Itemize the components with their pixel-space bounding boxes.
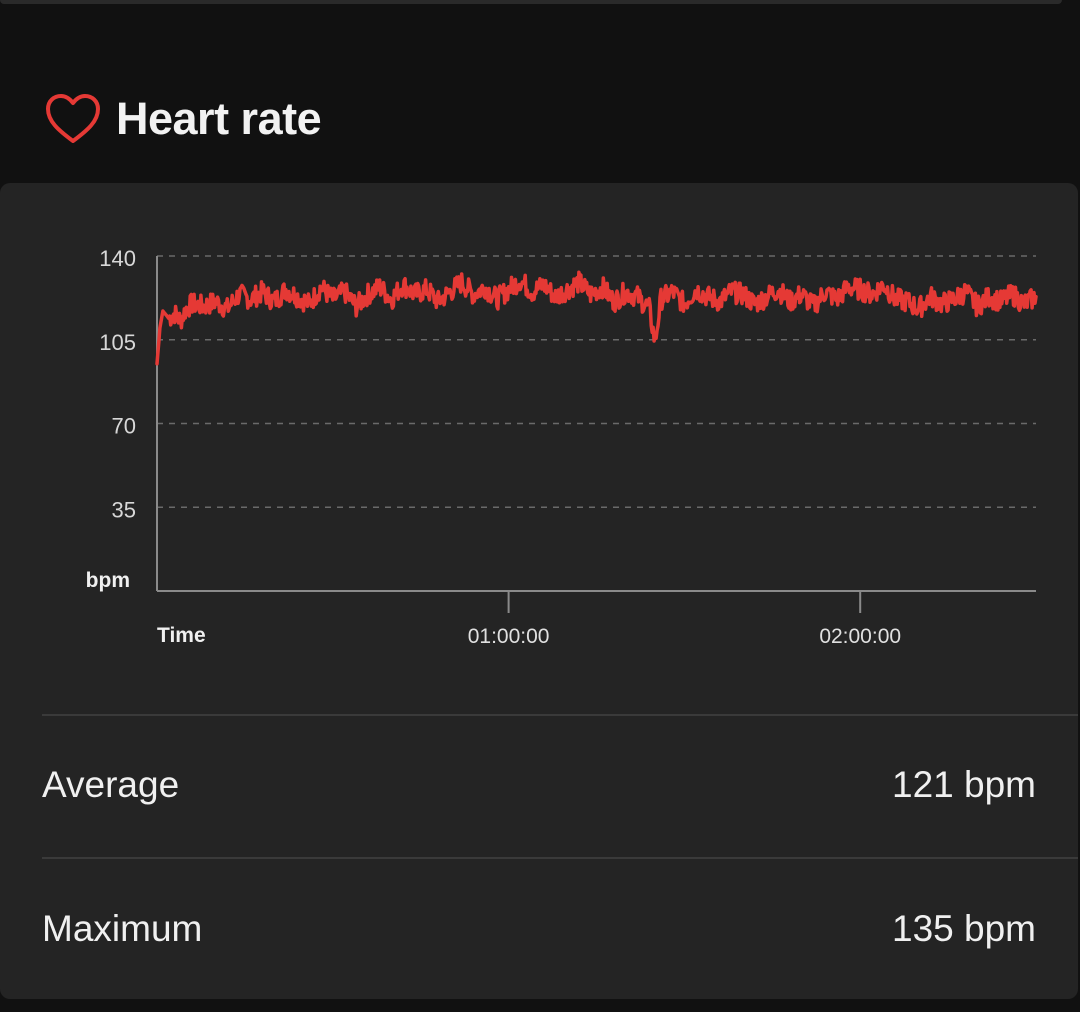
stats-divider [42, 857, 1078, 859]
x-tick-label: 02:00:00 [819, 625, 901, 648]
heart-rate-card: 140 105 70 35 bpm Time 01:00:00 02:00:00 Averag… [0, 183, 1078, 999]
stat-row-maximum: Maximum 135 bpm [42, 899, 1036, 959]
section-header: Heart rate [44, 90, 322, 148]
stat-row-average: Average 121 bpm [42, 755, 1036, 815]
y-tick-label: 140 [99, 246, 136, 271]
heart-outline-icon [46, 94, 100, 143]
stat-value-maximum: 135 bpm [892, 908, 1036, 949]
y-tick-label: 105 [99, 330, 136, 355]
previous-card-edge [0, 0, 1062, 4]
section-title: Heart rate [116, 93, 322, 144]
stats-divider [42, 714, 1078, 716]
stat-label-average: Average [42, 764, 180, 805]
heart-rate-chart[interactable]: 140 105 70 35 bpm Time 01:00:00 02:00:00 [0, 183, 1078, 863]
stat-label-maximum: Maximum [42, 908, 203, 949]
y-axis-label: bpm [86, 569, 130, 592]
y-tick-label: 70 [112, 414, 136, 439]
chart-canvas: 140 105 70 35 bpm Time 01:00:00 02:00:00 [86, 246, 1038, 648]
stat-value-average: 121 bpm [892, 764, 1036, 805]
x-tick-label: 01:00:00 [468, 625, 550, 648]
heart-rate-line [155, 270, 1038, 366]
x-axis-label: Time [157, 624, 206, 647]
y-tick-label: 35 [112, 497, 136, 522]
